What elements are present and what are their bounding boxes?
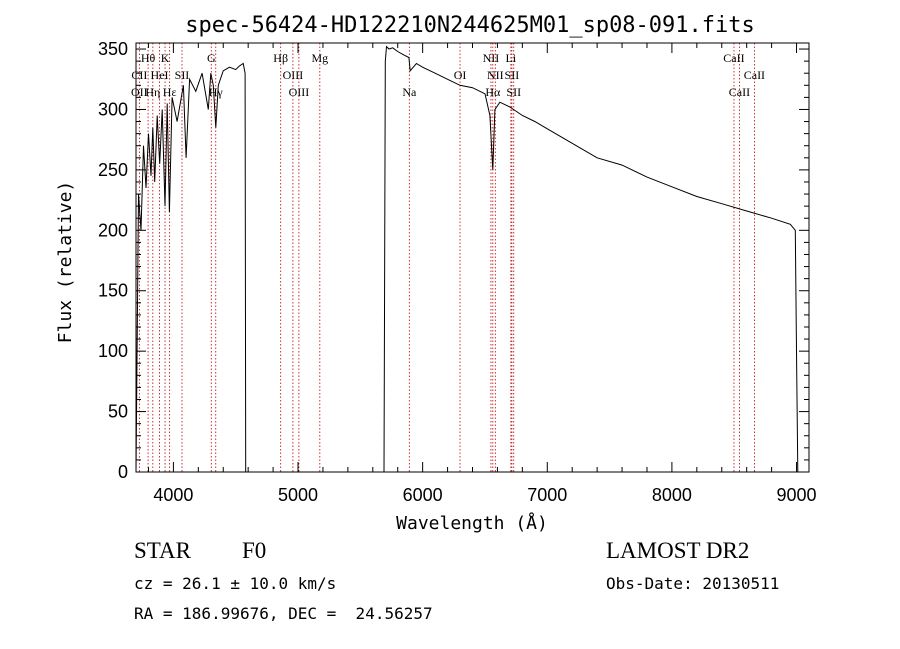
x-tick-label: 9000: [777, 485, 817, 505]
redshift-cz: cz = 26.1 ± 10.0 km/s: [134, 574, 337, 593]
line-label: OI: [454, 68, 467, 82]
line-label: Hη: [145, 85, 160, 99]
plot-frame: [135, 42, 810, 473]
x-axis-label: Wavelength (Å): [396, 512, 548, 534]
line-label: CaII: [723, 51, 744, 65]
x-axis: 4000 5000 6000 7000 8000 9000: [147, 43, 817, 505]
observation-date: Obs-Date: 20130511: [606, 574, 780, 593]
object-subclass: F0: [242, 538, 267, 563]
survey-name: LAMOST DR2: [606, 538, 750, 563]
y-axis-label: Flux (relative): [55, 181, 76, 344]
line-label: CII: [131, 68, 147, 82]
y-tick-label: 100: [98, 341, 128, 361]
line-label: NII: [487, 68, 504, 82]
line-label: G: [207, 51, 216, 65]
x-tick-label: 4000: [153, 485, 193, 505]
chart-title: spec-56424-HD122210N244625M01_sp08-091.f…: [185, 13, 755, 38]
line-label: HeI: [151, 68, 169, 82]
y-axis: 0 50 100 150 200 250 300 350: [98, 39, 809, 482]
line-label: Na: [402, 85, 417, 99]
line-label: OIII: [289, 85, 310, 99]
line-label: OIII: [283, 68, 304, 82]
line-label: CaII: [729, 85, 750, 99]
line-label: Hε: [163, 85, 177, 99]
line-label: SII: [506, 85, 521, 99]
line-label: SII: [505, 68, 520, 82]
y-tick-label: 200: [98, 220, 128, 240]
y-tick-label: 150: [98, 281, 128, 301]
coordinates: RA = 186.99676, DEC = 24.56257: [134, 604, 433, 623]
line-label: OII: [131, 85, 148, 99]
x-tick-label: 8000: [652, 485, 692, 505]
object-class: STAR: [134, 538, 191, 563]
y-tick-label: 250: [98, 160, 128, 180]
line-label: NII: [483, 51, 500, 65]
line-markers: [138, 43, 755, 472]
spectrum-line: [135, 45, 799, 473]
line-label: K: [161, 51, 170, 65]
x-tick-label: 7000: [527, 485, 567, 505]
y-tick-label: 50: [108, 402, 128, 422]
line-label: Hα: [485, 85, 501, 99]
line-label: CaII: [744, 68, 765, 82]
line-label: Hθ: [141, 51, 156, 65]
y-tick-label: 0: [118, 462, 128, 482]
x-tick-label: 6000: [403, 485, 443, 505]
line-label: Mg: [311, 51, 328, 65]
y-tick-label: 300: [98, 99, 128, 119]
x-tick-label: 5000: [278, 485, 318, 505]
y-tick-label: 350: [98, 39, 128, 59]
line-label: SII: [175, 68, 190, 82]
line-label: Hγ: [209, 85, 224, 99]
line-label: Hβ: [273, 51, 288, 65]
line-label: Li: [506, 51, 517, 65]
